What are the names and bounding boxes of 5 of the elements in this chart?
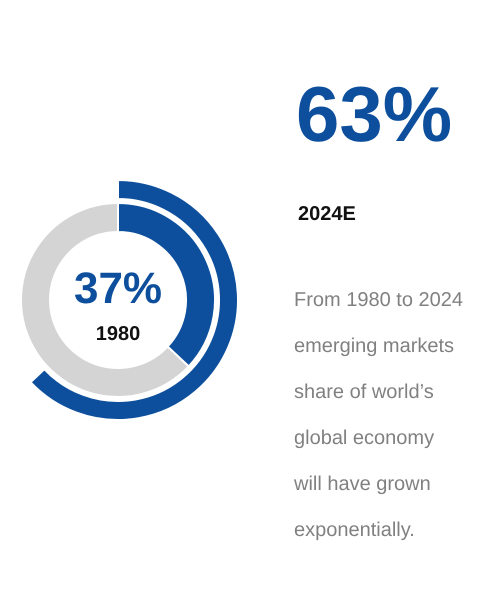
text: 37% bbox=[74, 264, 162, 313]
text: 2024E bbox=[298, 203, 356, 225]
text: 1980 bbox=[96, 323, 140, 345]
text: 63% bbox=[296, 70, 452, 158]
text: From 1980 to 2024 emerging markets share of world’s global economy will have grown exponentially. bbox=[294, 289, 463, 541]
